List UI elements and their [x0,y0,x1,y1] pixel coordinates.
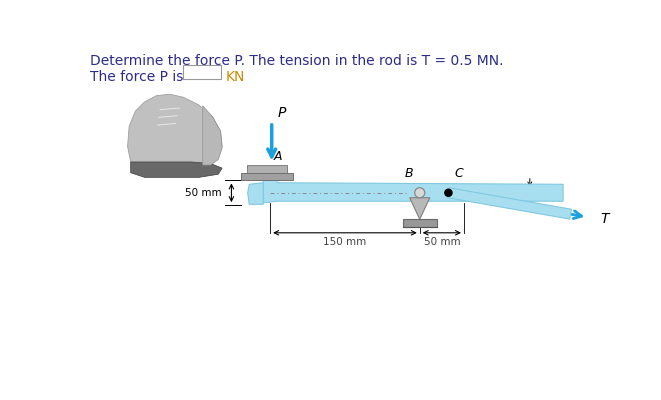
Polygon shape [410,198,430,219]
Text: Determine the force P. The tension in the rod is T = 0.5 MN.: Determine the force P. The tension in th… [91,54,504,68]
Text: 10°: 10° [543,193,563,203]
Polygon shape [128,94,222,168]
Text: T: T [600,212,609,226]
Text: P: P [277,106,286,120]
Polygon shape [241,173,293,180]
Polygon shape [247,165,288,173]
Text: KN: KN [226,70,245,84]
Text: A: A [273,150,282,164]
Polygon shape [131,162,222,177]
Polygon shape [203,106,222,165]
Text: The force P is =: The force P is = [91,70,200,84]
Text: 150 mm: 150 mm [323,238,367,248]
Bar [183,65,221,79]
Polygon shape [447,188,571,219]
Circle shape [414,188,425,198]
Polygon shape [248,183,263,204]
Text: C: C [455,166,463,180]
Text: 50 mm: 50 mm [186,188,222,198]
Text: B: B [405,166,413,180]
Circle shape [445,189,452,196]
Bar [403,218,437,227]
Polygon shape [263,180,563,203]
Text: 50 mm: 50 mm [424,238,460,248]
